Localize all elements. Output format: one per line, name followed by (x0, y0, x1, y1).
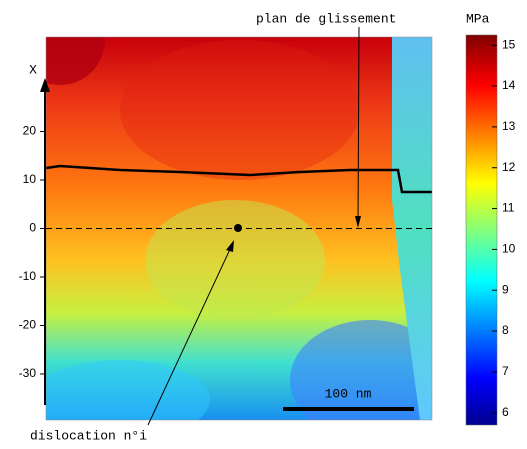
colorbar-tick-label: 9 (502, 282, 509, 296)
y-tick-label: 0 (29, 221, 36, 235)
colorbar-tick-label: 11 (502, 201, 515, 215)
colorbar-tick-label: 13 (502, 119, 516, 133)
y-tick-label: 10 (23, 172, 37, 186)
y-tick-label: -30 (19, 366, 37, 380)
colorbar-label: MPa (466, 11, 490, 26)
dislocation-label: dislocation n°i (30, 428, 147, 443)
colorbar-tick-label: 6 (502, 405, 509, 419)
colorbar-tick-label: 15 (502, 37, 516, 51)
colorbar-tick-label: 12 (502, 160, 516, 174)
y-tick-label: -20 (19, 318, 37, 332)
y-tick-label: 20 (23, 124, 37, 138)
colorbar (465, 34, 498, 426)
y-axis-label: X (29, 62, 37, 77)
colorbar-tick-label: 7 (502, 364, 509, 378)
stress-map (46, 37, 432, 420)
colorbar-tick-label: 10 (502, 242, 516, 256)
scale-bar-label: 100 nm (325, 386, 372, 401)
y-tick-label: -10 (19, 269, 37, 283)
colorbar-tick-label: 8 (502, 323, 509, 337)
colorbar-tick-label: 14 (502, 78, 516, 92)
glide-plane-label: plan de glissement (256, 11, 396, 26)
